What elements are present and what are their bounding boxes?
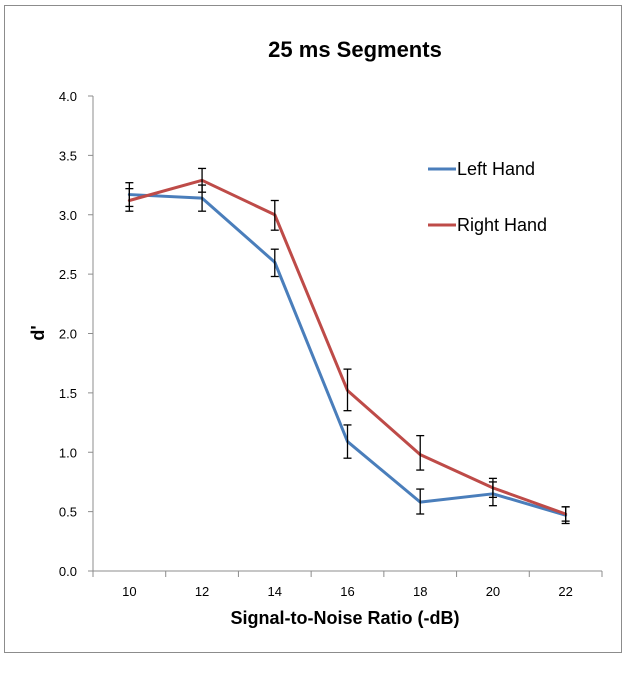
y-tick-label: 2.5 <box>59 267 77 282</box>
y-tick-label: 3.0 <box>59 208 77 223</box>
error-bar <box>561 506 570 522</box>
error-bar <box>343 424 352 459</box>
x-tick-label: 16 <box>340 584 354 599</box>
legend-label: Left Hand <box>457 159 535 179</box>
x-tick-label: 14 <box>268 584 282 599</box>
error-bar <box>270 199 279 231</box>
axes: 0.0 0.5 1.0 1.5 2.0 2.5 3.0 3.5 4.0 10 12 14 16 18 20 2… <box>59 89 603 599</box>
x-tick-label: 12 <box>195 584 209 599</box>
x-axis-title: Signal-to-Noise Ratio (-dB) <box>231 608 460 628</box>
error-bar <box>488 477 497 499</box>
y-tick-label: 2.0 <box>59 327 77 342</box>
error-bar <box>343 368 352 412</box>
x-tick-label: 18 <box>413 584 427 599</box>
chart-title: 25 ms Segments <box>268 37 442 62</box>
y-tick-label: 3.5 <box>59 148 77 163</box>
legend-label: Right Hand <box>457 215 547 235</box>
legend-item-right-hand: Right Hand <box>428 215 547 235</box>
y-tick-label: 1.0 <box>59 445 77 460</box>
error-bar <box>416 434 425 471</box>
series-layer <box>125 167 570 525</box>
y-tick-label: 1.5 <box>59 386 77 401</box>
y-tick-label: 0.0 <box>59 564 77 579</box>
y-axis-title: d' <box>28 325 48 340</box>
x-tick-label: 20 <box>486 584 500 599</box>
series-line-left-hand <box>127 193 568 517</box>
y-tick-label: 0.5 <box>59 505 77 520</box>
error-bar <box>270 248 279 278</box>
chart-frame <box>4 5 622 653</box>
y-tick-label: 4.0 <box>59 89 77 104</box>
error-bar <box>198 167 207 193</box>
legend: Left Hand Right Hand <box>428 159 547 235</box>
x-tick-label: 22 <box>558 584 572 599</box>
error-bar <box>125 187 134 212</box>
error-bar <box>416 488 425 515</box>
x-tick-label: 10 <box>122 584 136 599</box>
legend-item-left-hand: Left Hand <box>428 159 535 179</box>
